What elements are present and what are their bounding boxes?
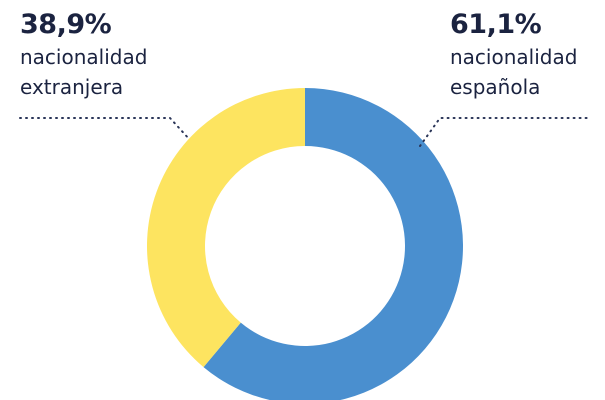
donut-slice [203, 88, 463, 400]
value-label: 61,1% [450, 9, 542, 40]
value-label: 38,9% [20, 9, 112, 40]
donut-slice [146, 88, 305, 368]
category-label: nacionalidad extranjera [20, 45, 148, 99]
slice-label: 61,1% nacionalidad española [450, 8, 605, 102]
category-label: nacionalidad española [450, 45, 578, 99]
slices [146, 88, 463, 400]
slice-label: 38,9% nacionalidad extranjera [20, 8, 185, 102]
leader-line [19, 117, 191, 141]
leader-line [419, 117, 591, 147]
